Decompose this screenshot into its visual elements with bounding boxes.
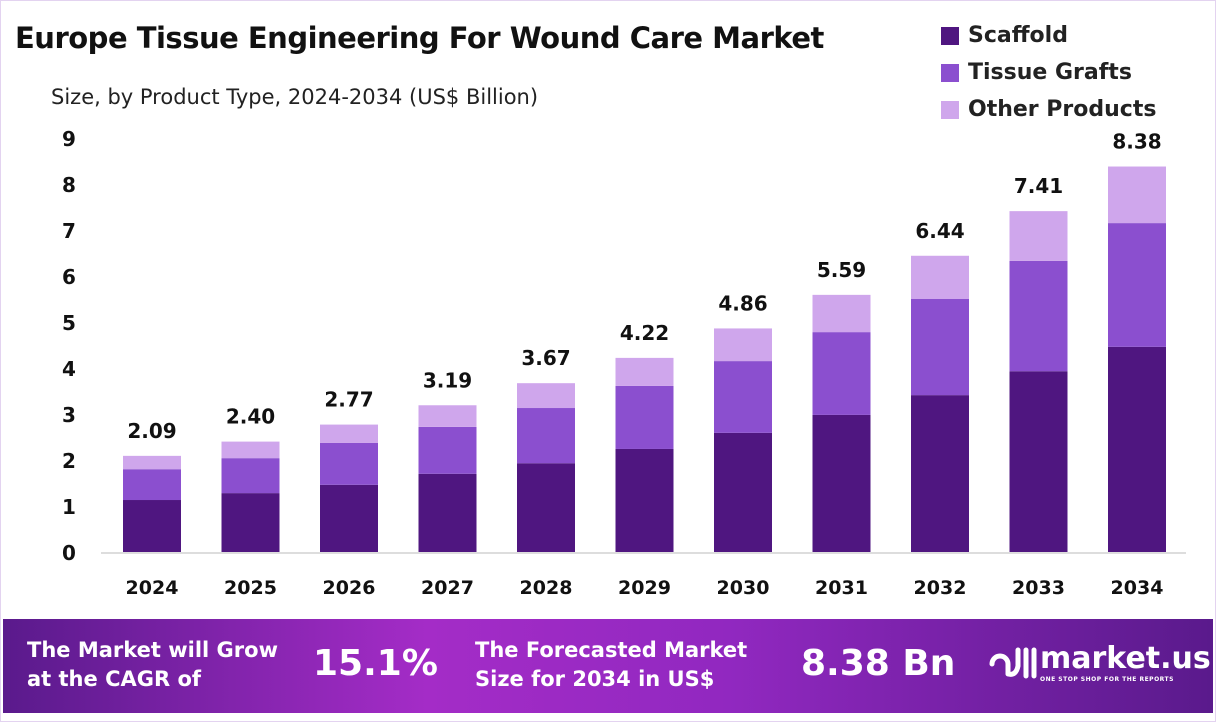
bar-segment-scaffold [714,432,772,552]
data-label-total: 2.09 [127,419,176,443]
bar-segment-scaffold [517,463,575,552]
x-tick-label: 2025 [224,577,277,599]
bar-segment-scaffold [1108,346,1166,552]
forecast-label: The Forecasted Market Size for 2034 in U… [475,636,747,694]
bar-segment-other-products [1009,211,1068,261]
bar-segment-tissue-grafts [714,361,772,433]
bar-segment-tissue-grafts [418,426,477,474]
bar-segment-tissue-grafts [812,332,871,415]
market-us-logo: market.us ONE STOP SHOP FOR THE REPORTS [988,641,1211,683]
y-tick-label: 9 [62,127,76,151]
y-tick-label: 0 [62,541,76,565]
cagr-value: 15.1% [313,643,438,684]
bar-segment-other-products [418,405,477,427]
bar-segment-tissue-grafts [1009,260,1068,372]
data-label-total: 5.59 [817,258,866,282]
x-tick-label: 2030 [717,577,770,599]
forecast-label-line1: The Forecasted Market [475,638,748,662]
x-tick-label: 2032 [914,577,967,599]
bar-segment-tissue-grafts [911,299,969,396]
bar-segment-scaffold [320,484,378,552]
logo-icon [989,647,1037,679]
legend: Scaffold Tissue Grafts Other Products [941,17,1156,128]
x-tick-label: 2024 [126,577,179,599]
y-tick-label: 6 [62,265,76,289]
data-label-total: 3.67 [521,346,570,370]
y-tick-label: 4 [62,357,76,381]
bar-segment-tissue-grafts [615,385,674,449]
bar-segment-tissue-grafts [517,408,575,464]
x-tick-label: 2033 [1012,577,1065,599]
x-tick-label: 2028 [520,577,573,599]
y-tick-label: 7 [62,219,76,243]
y-tick-label: 3 [62,403,76,427]
x-tick-label: 2034 [1111,577,1164,599]
legend-item-scaffold: Scaffold [941,17,1156,54]
data-label-total: 6.44 [915,219,964,243]
bar-segment-scaffold [418,473,477,552]
bar-segment-other-products [1108,166,1166,224]
cagr-label-line2: at the CAGR of [27,667,202,691]
legend-swatch [941,100,959,119]
y-tick-label: 8 [62,173,76,197]
forecast-label-line2: Size for 2034 in US$ [475,667,715,691]
forecast-value: 8.38 Bn [801,643,956,684]
y-tick-label: 5 [62,311,76,335]
legend-label: Other Products [968,97,1157,122]
data-label-total: 4.86 [718,291,767,315]
chart-title: Europe Tissue Engineering For Wound Care… [15,21,824,55]
bar-segment-scaffold [911,395,969,552]
legend-swatch [941,26,959,45]
logo-name: market.us [1040,641,1211,676]
y-tick-label: 2 [62,449,76,473]
x-tick-label: 2026 [323,577,376,599]
bar-segment-other-products [812,294,871,333]
x-tick-label: 2031 [815,577,868,599]
logo-tagline: ONE STOP SHOP FOR THE REPORTS [1040,676,1174,683]
plot-area: 0 1 2 3 4 5 6 7 8 9 2.09 2024 2.40 2025 2.77 2026 3.19 20… [62,127,1186,599]
legend-label: Scaffold [968,23,1068,48]
legend-item-tissue-grafts: Tissue Grafts [941,54,1156,91]
bar-segment-scaffold [221,493,280,552]
bar-segment-scaffold [812,414,871,552]
bar-segment-other-products [714,328,772,362]
chart-subtitle: Size, by Product Type, 2024-2034 (US$ Bi… [51,85,539,109]
cagr-label: The Market will Grow at the CAGR of [27,636,278,694]
legend-label: Tissue Grafts [968,60,1132,85]
cagr-label-line1: The Market will Grow [27,638,278,662]
data-label-total: 8.38 [1112,130,1161,154]
legend-swatch [941,63,959,82]
x-tick-label: 2027 [421,577,474,599]
bar-segment-scaffold [615,448,674,552]
bar-segment-other-products [123,455,181,470]
x-tick-label: 2029 [618,577,671,599]
bar-segment-tissue-grafts [1108,223,1166,347]
summary-banner: The Market will Grow at the CAGR of 15.1… [3,619,1213,713]
legend-item-other-products: Other Products [941,91,1156,128]
bar-segment-other-products [615,357,674,386]
y-tick-label: 1 [62,495,76,519]
data-label-total: 7.41 [1014,174,1063,198]
bar-segment-other-products [320,424,378,443]
bar-segment-scaffold [123,500,181,552]
bar-segment-scaffold [1009,371,1068,552]
bar-segment-other-products [911,255,969,299]
bar-segment-tissue-grafts [320,442,378,485]
data-label-total: 2.40 [226,405,275,429]
bar-segment-tissue-grafts [221,458,280,494]
data-label-total: 2.77 [324,388,373,412]
bar-segment-tissue-grafts [123,469,181,501]
bar-segment-other-products [221,441,280,459]
data-label-total: 3.19 [423,368,472,392]
data-label-total: 4.22 [620,321,669,345]
bar-segment-other-products [517,383,575,409]
